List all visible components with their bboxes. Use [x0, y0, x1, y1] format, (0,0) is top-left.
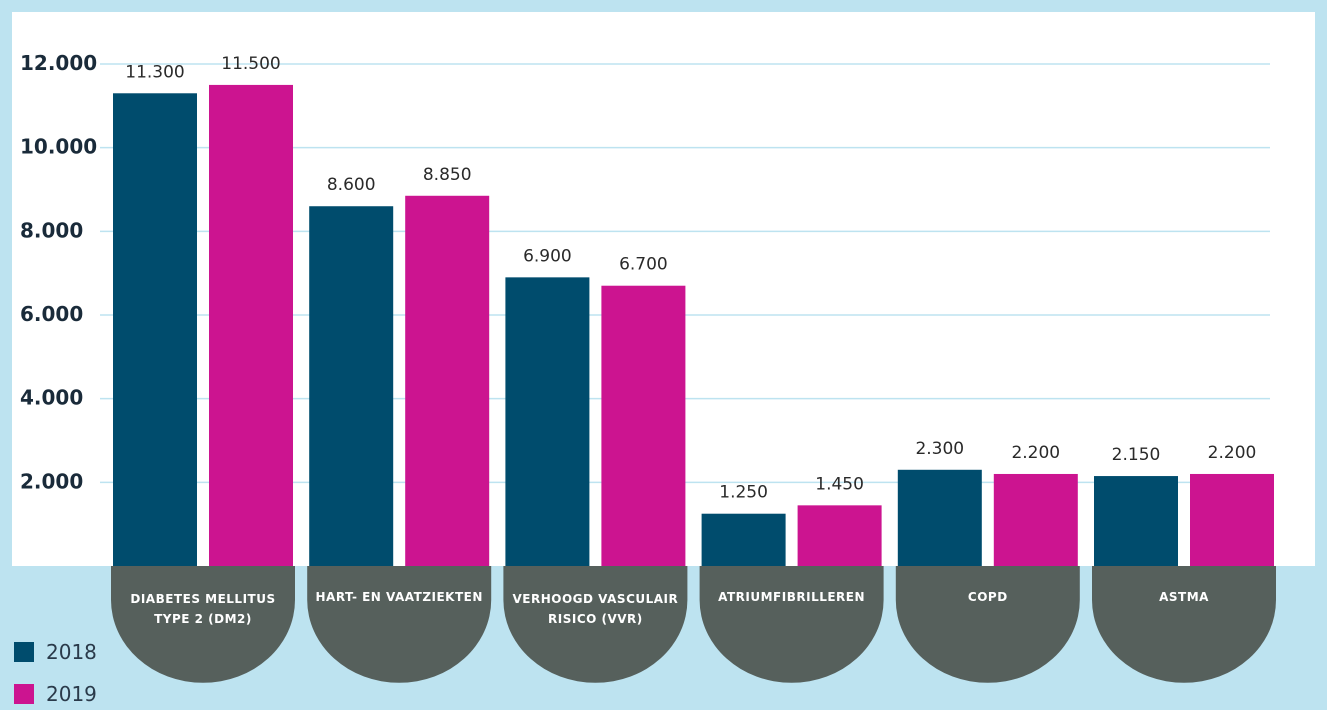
data-label-2019-3: 1.450: [815, 474, 864, 494]
bar-2018-2: [505, 277, 590, 566]
y-tick-label-2: 6.000: [20, 302, 83, 326]
category-label-1-0: HART- EN VAATZIEKTEN: [315, 590, 482, 604]
legend-label-2019: 2019: [46, 682, 97, 706]
category-label-2-0: VERHOOGD VASCULAIR: [513, 592, 679, 606]
bar-2019-2: [601, 285, 686, 566]
data-label-2019-0: 11.500: [221, 54, 280, 74]
y-tick-label-3: 8.000: [20, 218, 83, 242]
category-label-0-0: DIABETES MELLITUS: [130, 592, 275, 606]
data-label-2018-0: 11.300: [125, 62, 184, 82]
bar-2018-0: [113, 93, 197, 567]
category-pill-2: [503, 566, 688, 683]
legend-swatch-2018: [14, 642, 34, 662]
data-label-2018-3: 1.250: [719, 483, 768, 503]
category-pill-3: [699, 566, 884, 683]
legend-item-2018: 2018: [14, 638, 97, 666]
category-pill-5: [1092, 566, 1276, 683]
y-tick-label-1: 4.000: [20, 386, 83, 410]
category-label-2-1: RISICO (VVR): [548, 612, 643, 626]
bar-2019-1: [405, 195, 490, 566]
bar-2018-1: [309, 206, 394, 566]
legend: 2018 2019: [14, 638, 97, 708]
bar-2019-5: [1190, 473, 1274, 566]
legend-item-2019: 2019: [14, 680, 97, 708]
y-tick-label-4: 10.000: [20, 135, 97, 159]
data-label-2018-4: 2.300: [915, 439, 964, 459]
bar-2018-4: [897, 469, 982, 566]
bar-2019-4: [993, 473, 1078, 566]
data-label-2019-5: 2.200: [1208, 443, 1257, 463]
bar-2018-5: [1094, 476, 1178, 566]
category-pill-1: [307, 566, 492, 683]
category-pill-4: [895, 566, 1080, 683]
y-tick-label-0: 2.000: [20, 469, 83, 493]
bar-2019-0: [209, 84, 293, 567]
category-pill-0: [111, 566, 295, 683]
data-label-2018-1: 8.600: [327, 175, 376, 195]
category-label-3-0: ATRIUMFIBRILLEREN: [718, 590, 865, 604]
bar-2019-3: [797, 505, 882, 566]
bar-2018-3: [701, 513, 786, 566]
data-label-2018-2: 6.900: [523, 246, 572, 266]
legend-label-2018: 2018: [46, 640, 97, 664]
data-label-2019-4: 2.200: [1011, 443, 1060, 463]
data-label-2019-1: 8.850: [423, 165, 472, 185]
legend-swatch-2019: [14, 684, 34, 704]
y-tick-label-5: 12.000: [20, 51, 97, 75]
category-label-0-1: TYPE 2 (DM2): [154, 612, 252, 626]
data-label-2018-5: 2.150: [1112, 445, 1161, 465]
data-label-2019-2: 6.700: [619, 255, 668, 275]
category-label-4-0: COPD: [968, 590, 1008, 604]
category-label-5-0: ASTMA: [1159, 590, 1209, 604]
